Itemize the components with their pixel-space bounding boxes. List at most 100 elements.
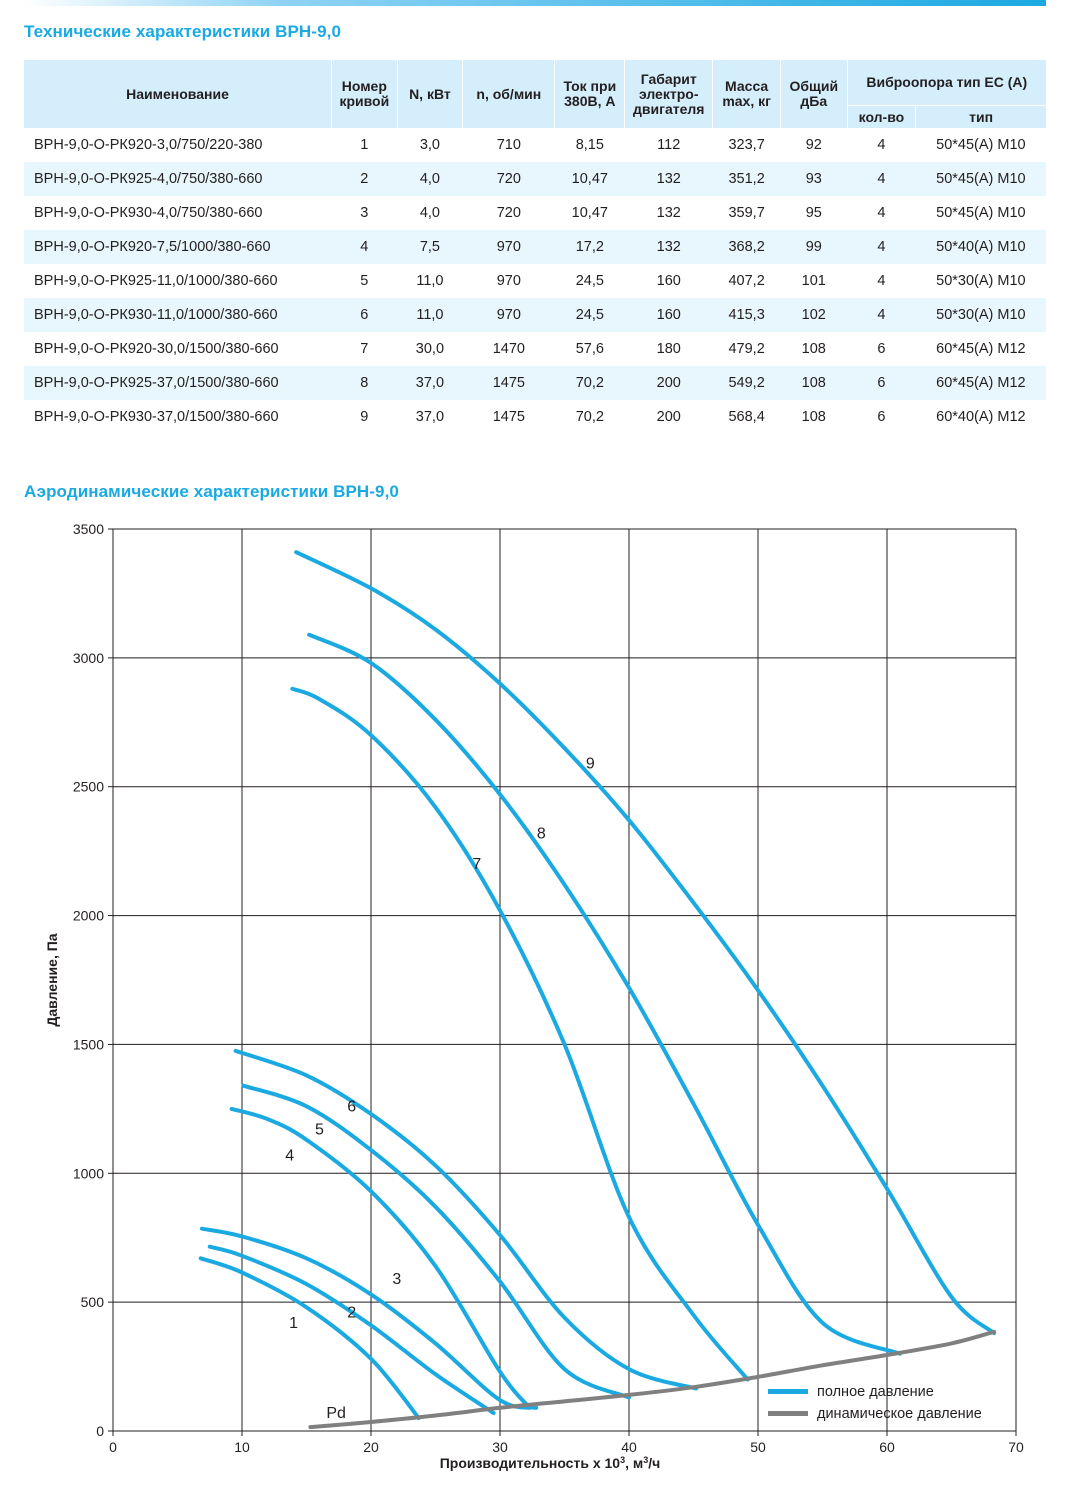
cell-noise: 108 [801,409,826,425]
header-mount-type: тип [915,105,1046,128]
header-motor: Габарит электро-двигателя [624,60,713,128]
header-current: Ток при 380В, А [554,60,625,128]
y-tick-label: 1500 [73,1036,104,1052]
cell-mount-type: 50*40(А) М10 [915,230,1046,264]
cell-mount-type: 50*30(А) М10 [936,273,1026,289]
cell-noise: 99 [780,230,848,264]
cell-mass: 568,4 [728,409,765,425]
legend-swatch [768,1389,808,1394]
specs-table: Наименование Номер кривой N, кВт n, об/м… [24,60,1046,434]
y-tick-label: 3000 [73,650,104,666]
x-tick-label: 10 [234,1439,250,1455]
chart-curves [198,550,997,1430]
x-tick-label: 0 [109,1439,117,1455]
curve-labels: 1 2 3 4 5 6 7 8 9 Pd [285,756,595,1422]
cell-mount-count: 6 [847,366,916,400]
cell-mount-count: 4 [877,137,886,153]
curve-5 [241,1083,631,1400]
cell-current: 17,2 [554,230,625,264]
cell-curve: 3 [360,205,369,221]
cell-name: ВРН-9,0-О-РК930-37,0/1500/380-660 [34,409,279,425]
cell-motor: 160 [656,273,681,289]
cell-mass: 359,7 [728,205,765,221]
header-noise: Общий дБа [779,60,848,128]
cell-mount-type: 50*45(А) М10 [936,137,1026,153]
cell-name: ВРН-9,0-О-РК925-11,0/1000/380-660 [34,273,278,289]
cell-mass: 368,2 [712,230,781,264]
header-mass: Масса max, кг [712,60,781,128]
cell-noise: 92 [805,137,822,153]
cell-rpm: 1470 [492,341,525,357]
cell-mount-type: 50*45(А) М10 [915,162,1046,196]
cell-current: 10,47 [554,162,625,196]
cell-mass: 323,7 [728,137,765,153]
cell-curve: 9 [360,409,369,425]
cell-curve: 5 [360,273,369,289]
y-tick-label: 2000 [73,908,104,924]
cell-mass: 479,2 [728,341,765,357]
table-row: ВРН-9,0-О-РК925-11,0/1000/380-660 5 11,0 97… [24,264,1046,298]
curve-label-8: 8 [537,825,546,842]
table-row: ВРН-9,0-О-РК920-30,0/1500/380-660 7 30,0 14… [24,332,1046,366]
cell-motor: 200 [656,409,681,425]
cell-rpm: 970 [496,273,521,289]
cell-power: 7,5 [397,230,463,264]
table-row: ВРН-9,0-О-РК930-37,0/1500/380-660 9 37,0 14… [24,400,1046,434]
cell-current: 24,5 [554,298,625,332]
cell-mount-count: 6 [877,341,886,357]
table-row: ВРН-9,0-О-РК920-3,0/750/220-380 1 3,0 710 8,… [24,128,1046,162]
cell-motor: 200 [624,366,713,400]
cell-power: 3,0 [419,137,440,153]
cell-noise: 101 [801,273,826,289]
y-tick-label: 2500 [73,779,104,795]
y-tick-label: 1000 [73,1165,104,1181]
cell-noise: 93 [780,162,848,196]
aero-title: Аэродинамические характеристики ВРН-9,0 [24,482,399,501]
cell-power: 11,0 [416,273,444,289]
cell-mount-count: 4 [877,273,886,289]
cell-mount-type: 50*30(А) М10 [915,298,1046,332]
curve-label-2: 2 [347,1305,356,1322]
x-axis-title: Производительность х 103, м3/ч [440,1455,661,1471]
cell-curve: 4 [331,230,398,264]
table-row: ВРН-9,0-О-РК930-4,0/750/380-660 3 4,0 720 10… [24,196,1046,230]
table-row: ВРН-9,0-О-РК925-37,0/1500/380-660 8 37,0 14… [24,366,1046,400]
curve-4 [229,1106,532,1410]
y-axis-title: Давление, Па [44,933,60,1026]
table-row: ВРН-9,0-О-РК925-4,0/750/380-660 2 4,0 720 10… [24,162,1046,196]
cell-motor: 112 [657,137,681,153]
cell-mount-count: 6 [877,409,886,425]
cell-mass: 549,2 [712,366,781,400]
cell-name: ВРН-9,0-О-РК930-11,0/1000/380-660 [24,298,332,332]
cell-rpm: 970 [462,298,555,332]
cell-current: 24,5 [575,273,604,289]
curve-label-4: 4 [285,1147,294,1164]
curve-3 [200,1226,539,1410]
cell-curve: 7 [360,341,369,357]
x-tick-label: 30 [492,1439,508,1455]
cell-rpm: 720 [462,162,555,196]
chart-ticks: 0 10 20 30 40 50 60 70 0 500 1000 1500 2000 2500 3000 3… [73,521,1024,1455]
header-rpm: n, об/мин [462,60,555,128]
cell-current: 70,2 [554,366,625,400]
chart-grid [112,528,1017,1432]
cell-mount-count: 4 [847,230,916,264]
cell-motor: 180 [656,341,681,357]
cell-name: ВРН-9,0-О-РК930-4,0/750/380-660 [34,205,263,221]
cell-power: 11,0 [397,298,463,332]
y-tick-label: 0 [96,1423,104,1439]
cell-mount-count: 4 [847,298,916,332]
cell-mount-count: 4 [877,205,886,221]
cell-current: 10,47 [571,205,608,221]
cell-curve: 6 [331,298,398,332]
curve-label-3: 3 [392,1271,401,1288]
cell-rpm: 720 [496,205,521,221]
header-mount: Виброопора тип ЕС (А) [846,60,1046,106]
cell-power: 4,0 [397,162,463,196]
cell-power: 4,0 [419,205,440,221]
cell-rpm: 1475 [462,366,555,400]
header-mount-count: кол-во [846,105,916,128]
top-accent-bar [24,0,1046,6]
curve-label-9: 9 [586,756,595,773]
cell-name: ВРН-9,0-О-РК920-3,0/750/220-380 [34,137,263,153]
